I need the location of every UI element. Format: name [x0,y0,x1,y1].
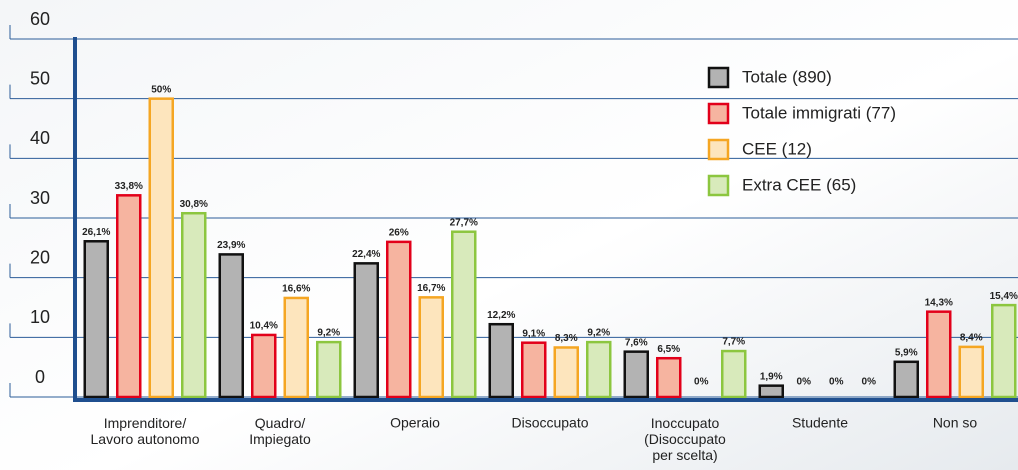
y-tick-label: 0 [35,367,45,387]
legend-swatch [707,102,730,125]
value-label: 9,2% [587,328,610,339]
x-tick-label: Non so [933,415,978,431]
bar [958,345,984,399]
bar [451,230,477,399]
value-label: 30,8% [180,199,208,210]
x-tick-label: Disoccupato [511,415,588,431]
bar [721,349,747,399]
value-label: 26% [389,228,409,239]
bar [758,384,784,399]
bar [586,340,612,399]
value-label: 33,8% [115,181,143,192]
bar [116,194,142,399]
value-label: 0% [862,377,877,388]
bar [353,262,379,399]
bar [181,211,207,399]
value-label: 15,4% [990,291,1018,302]
value-label: 16,6% [282,284,310,295]
y-tick-label: 50 [30,68,50,88]
value-label: 0% [694,377,709,388]
bar [251,333,277,399]
legend-swatch [707,174,730,197]
value-label: 7,6% [625,337,648,348]
bar [386,240,412,399]
bar [991,303,1017,399]
legend-swatch [707,138,730,161]
legend-label: Totale immigrati (77) [742,103,896,122]
value-label: 1,9% [760,371,783,382]
value-label: 23,9% [217,240,245,251]
x-tick-label: Imprenditore/Lavoro autonomo [91,415,200,447]
y-tick-label: 40 [30,128,50,148]
bar [218,253,244,399]
value-label: 6,5% [657,344,680,355]
y-tick-label: 10 [30,307,50,327]
value-label: 0% [797,377,812,388]
x-tick-label: Inoccupato (Disoccupato per scelta) [644,415,726,463]
value-label: 26,1% [82,227,110,238]
bar [656,356,682,399]
bar [148,97,174,399]
x-tick-label: Studente [792,415,848,431]
bar [316,340,342,399]
bar [893,360,919,399]
bar [488,322,514,399]
value-label: 10,4% [250,321,278,332]
value-label: 12,2% [487,310,515,321]
value-label: 16,7% [417,283,445,294]
value-label: 50% [151,84,171,95]
y-tick-label: 60 [30,9,50,29]
legend-label: Extra CEE (65) [742,175,856,194]
y-tick-label: 20 [30,247,50,267]
bar [83,240,109,399]
value-label: 5,9% [895,347,918,358]
value-label: 8,4% [960,333,983,344]
bar [418,296,444,399]
legend-label: CEE (12) [742,139,812,158]
legend-swatch [707,66,730,89]
y-tick-label: 30 [30,188,50,208]
value-label: 8,3% [555,333,578,344]
value-label: 9,1% [522,328,545,339]
value-label: 27,7% [450,217,478,228]
value-label: 7,7% [722,337,745,348]
x-tick-label: Quadro/Impiegato [249,415,311,447]
value-label: 0% [829,377,844,388]
value-label: 14,3% [925,297,953,308]
bar [623,350,649,399]
bar [283,296,309,399]
value-label: 9,2% [317,328,340,339]
bar [553,346,579,399]
legend-label: Totale (890) [742,67,832,86]
bar [926,310,952,399]
value-label: 22,4% [352,249,380,260]
x-tick-label: Operaio [390,415,440,431]
bar [521,341,547,399]
